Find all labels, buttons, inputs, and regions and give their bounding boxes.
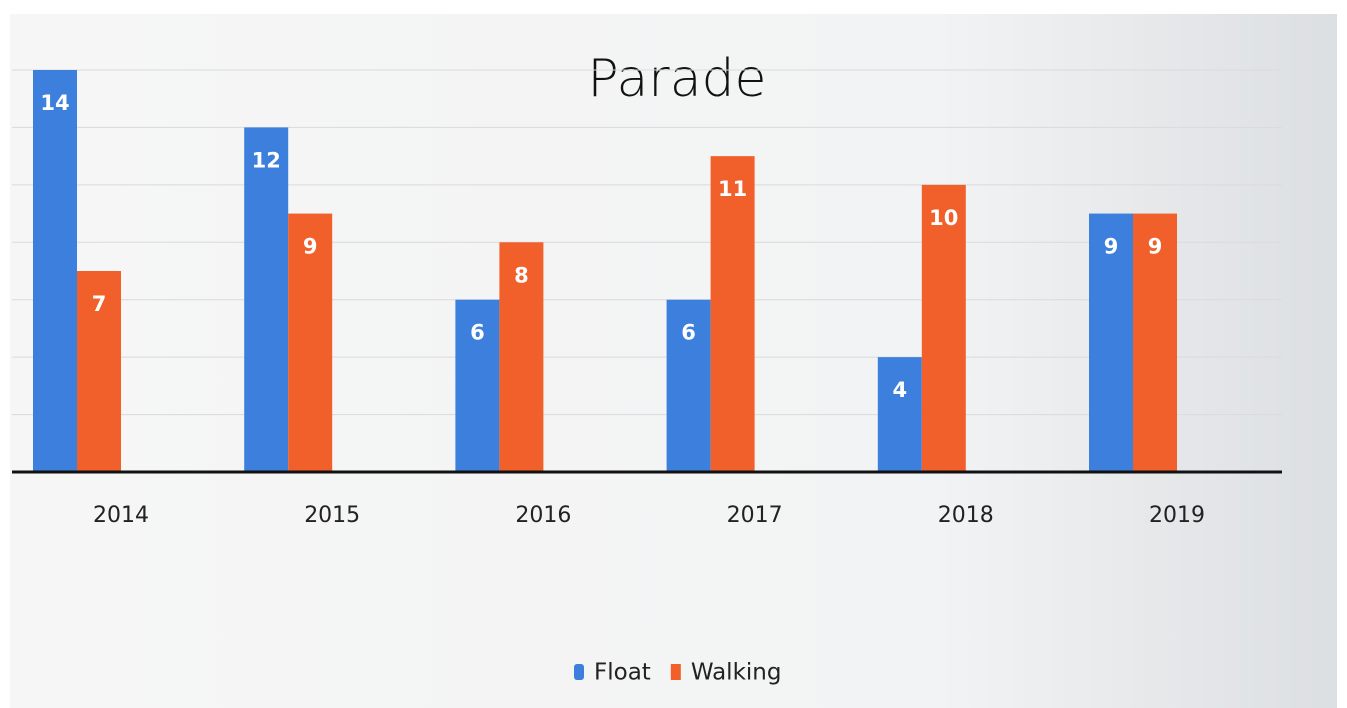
legend-swatch (574, 664, 584, 680)
bar (921, 184, 966, 472)
x-tick-label: 2017 (727, 503, 783, 528)
legend-label: Float (594, 660, 651, 686)
x-tick-label: 2019 (1149, 503, 1205, 528)
x-tick-label: 2016 (515, 503, 571, 528)
bar (455, 299, 500, 472)
data-label: 14 (40, 91, 69, 115)
bar (288, 213, 333, 473)
bar (77, 271, 121, 472)
bar (877, 357, 922, 472)
data-label: 4 (892, 378, 907, 402)
legend-label: Walking (691, 660, 782, 686)
x-tick-label: 2015 (304, 503, 360, 528)
data-label: 9 (1104, 235, 1119, 259)
bar (710, 156, 755, 472)
bar (1089, 213, 1133, 473)
data-label: 7 (92, 292, 107, 316)
bar (1133, 213, 1177, 473)
bar (33, 70, 77, 472)
bar (244, 127, 289, 472)
chart-title: Parade (587, 49, 766, 109)
data-label: 6 (470, 321, 485, 345)
data-label: 6 (681, 321, 696, 345)
data-label: 10 (929, 206, 958, 230)
x-tick-label: 2014 (93, 503, 149, 528)
data-label: 11 (718, 177, 747, 201)
data-label: 9 (1148, 235, 1163, 259)
legend-swatch (670, 664, 681, 680)
x-tick-label: 2018 (938, 503, 994, 528)
bar (666, 299, 711, 472)
bar (499, 242, 544, 472)
data-label: 9 (303, 235, 318, 259)
data-label: 12 (252, 148, 281, 172)
data-label: 8 (514, 263, 529, 287)
